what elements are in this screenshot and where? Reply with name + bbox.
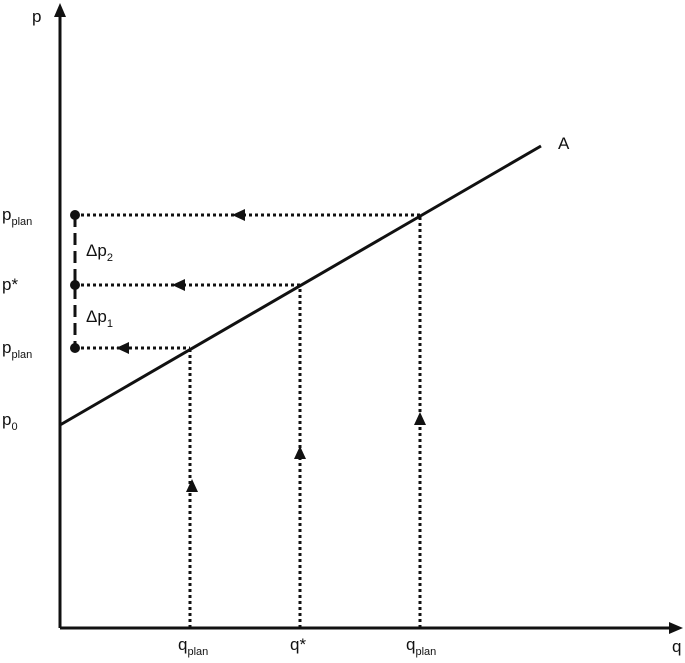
label-sub: plan [11,349,32,361]
label-main: p [2,338,11,357]
arrow-left [232,209,245,221]
label-sub: plan [11,216,32,228]
point [70,280,80,290]
arrow-left [116,342,129,354]
delta-label: Δp2 [86,241,113,264]
point [70,343,80,353]
label-main: p [2,205,11,224]
y-axis-arrow [54,3,66,17]
label-sub: 2 [107,252,113,264]
label-sub: 0 [11,421,17,433]
delta-label: Δp1 [86,307,113,330]
price-label: pplan [2,338,32,361]
label-main: q [178,635,187,654]
price-label: p* [2,275,18,294]
x-axis-label: q [672,637,681,656]
label-main: Δp [86,241,107,260]
label-main: p* [2,275,18,294]
arrow-up [414,412,426,425]
label-main: q [406,635,415,654]
label-main: q* [290,635,306,654]
price-label: p0 [2,410,18,433]
label-sub: plan [187,646,208,658]
price-label: pplan [2,205,32,228]
quantity-label: qplan [178,635,208,658]
label-main: p [2,410,11,429]
curve-label: A [558,134,570,153]
arrow-up [186,479,198,492]
arrow-up [294,446,306,459]
point [70,210,80,220]
x-axis-arrow [669,622,683,634]
label-sub: plan [415,646,436,658]
label-main: Δp [86,307,107,326]
label-sub: 1 [107,318,113,330]
y-axis-label: p [32,7,41,26]
quantity-label: q* [290,635,306,654]
arrow-left [172,279,185,291]
quantity-label: qplan [406,635,436,658]
